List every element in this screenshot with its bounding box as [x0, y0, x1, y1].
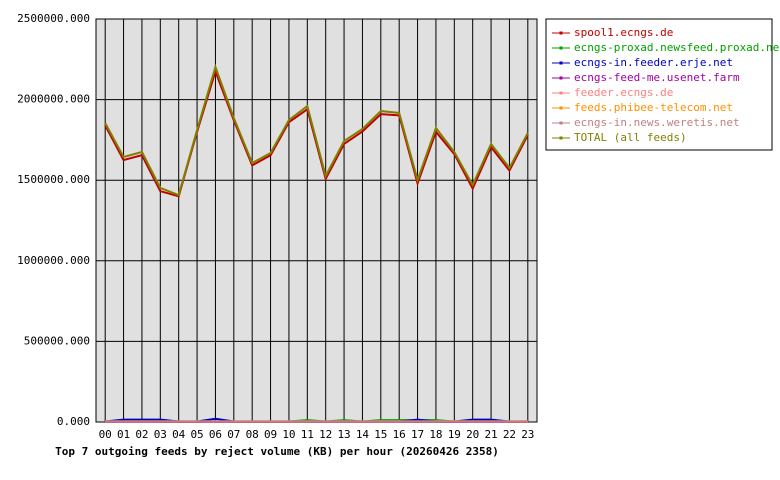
x-tick-label: 01 [117, 428, 130, 441]
legend-marker [559, 46, 563, 50]
y-tick-label: 1500000.000 [17, 173, 90, 186]
x-tick-label: 23 [521, 428, 534, 441]
x-tick-label: 16 [393, 428, 406, 441]
x-tick-label: 04 [172, 428, 186, 441]
x-tick-label: 21 [484, 428, 497, 441]
legend-marker [559, 136, 563, 140]
x-tick-label: 09 [264, 428, 277, 441]
x-tick-label: 05 [190, 428, 203, 441]
legend-label: feeder.ecngs.de [574, 86, 673, 99]
legend-label: ecngs-feed-me.usenet.farm [574, 71, 740, 84]
x-tick-label: 17 [411, 428, 424, 441]
series-line [104, 63, 529, 197]
legend-label: ecngs-proxad.newsfeed.proxad.net [574, 41, 780, 54]
chart-title: Top 7 outgoing feeds by reject volume (K… [55, 445, 499, 458]
legend-marker [559, 76, 563, 80]
y-tick-label: 500000.000 [24, 334, 90, 347]
y-tick-label: 0.000 [57, 415, 90, 428]
x-tick-label: 18 [429, 428, 442, 441]
x-tick-label: 14 [356, 428, 370, 441]
x-tick-label: 13 [337, 428, 350, 441]
x-tick-label: 10 [282, 428, 295, 441]
legend-marker [559, 61, 563, 65]
legend-label: spool1.ecngs.de [574, 26, 673, 39]
legend-label: ecngs-in.news.weretis.net [574, 116, 740, 129]
y-tick-label: 2500000.000 [17, 12, 90, 25]
legend-label: feeds.phibee-telecom.net [574, 101, 733, 114]
y-tick-label: 2000000.000 [17, 93, 90, 106]
legend-label: TOTAL (all feeds) [574, 131, 687, 144]
x-tick-label: 15 [374, 428, 387, 441]
legend-marker [559, 31, 563, 35]
legend-label: ecngs-in.feeder.erje.net [574, 56, 733, 69]
legend-marker [559, 121, 563, 125]
legend-marker [559, 91, 563, 95]
plot-area [96, 19, 537, 422]
x-tick-label: 22 [503, 428, 516, 441]
x-tick-label: 08 [246, 428, 259, 441]
x-tick-label: 19 [448, 428, 461, 441]
x-tick-label: 20 [466, 428, 479, 441]
legend-box [545, 18, 773, 151]
x-tick-label: 11 [301, 428, 314, 441]
x-tick-label: 06 [209, 428, 222, 441]
legend-marker [559, 106, 563, 110]
x-tick-label: 02 [135, 428, 148, 441]
x-tick-label: 00 [99, 428, 112, 441]
x-tick-label: 03 [154, 428, 167, 441]
y-tick-label: 1000000.000 [17, 254, 90, 267]
x-tick-label: 12 [319, 428, 332, 441]
x-tick-label: 07 [227, 428, 240, 441]
